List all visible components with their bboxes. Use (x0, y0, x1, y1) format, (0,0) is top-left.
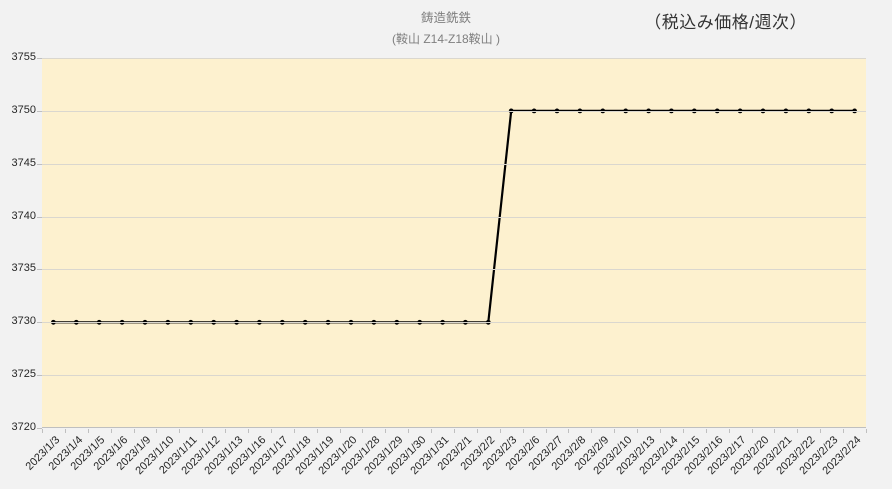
x-axis-tick (774, 429, 775, 433)
x-axis-tick (65, 429, 66, 433)
x-axis-tick (591, 429, 592, 433)
grid-line (42, 217, 866, 218)
x-axis-tick (683, 429, 684, 433)
data-point-marker (577, 108, 583, 114)
y-axis-label: 3735 (11, 262, 36, 274)
x-axis-tick (248, 429, 249, 433)
x-axis-tick (729, 429, 730, 433)
grid-line (42, 58, 866, 59)
data-point-marker (531, 108, 537, 114)
price-type-label: （税込み価格/週次） (644, 13, 807, 32)
grid-line (42, 111, 866, 112)
x-axis-tick (500, 429, 501, 433)
x-axis-tick (42, 429, 43, 433)
x-axis-tick (706, 429, 707, 433)
y-axis-tick (37, 322, 42, 323)
x-axis-tick (202, 429, 203, 433)
x-axis-tick (179, 429, 180, 433)
x-axis-tick (294, 429, 295, 433)
y-axis-tick (37, 375, 42, 376)
x-axis-tick (111, 429, 112, 433)
data-point-marker (760, 108, 766, 114)
x-axis-tick (752, 429, 753, 433)
data-point-marker (783, 108, 789, 114)
y-axis-tick (37, 111, 42, 112)
x-axis-tick (523, 429, 524, 433)
y-axis-tick (37, 58, 42, 59)
x-axis-tick (362, 429, 363, 433)
x-axis-tick (88, 429, 89, 433)
grid-line (42, 164, 866, 165)
y-axis-tick (37, 269, 42, 270)
x-axis-tick (614, 429, 615, 433)
x-axis-tick (660, 429, 661, 433)
x-axis-tick (134, 429, 135, 433)
y-axis-label: 3755 (11, 51, 36, 63)
data-point-marker (508, 108, 514, 114)
data-point-marker (829, 108, 835, 114)
data-point-marker (737, 108, 743, 114)
y-axis-label: 3740 (11, 210, 36, 222)
grid-line (42, 322, 866, 323)
y-axis-tick (37, 164, 42, 165)
x-axis-tick (477, 429, 478, 433)
price-line-series (51, 108, 857, 325)
x-axis-tick (568, 429, 569, 433)
data-point-marker (623, 108, 629, 114)
grid-line (42, 375, 866, 376)
chart-subtitle: (鞍山 Z14-Z18鞍山 ) (391, 32, 500, 46)
x-axis-tick (408, 429, 409, 433)
x-axis-tick (843, 429, 844, 433)
x-axis-tick (797, 429, 798, 433)
y-axis-tick (37, 217, 42, 218)
y-axis-label: 3750 (11, 104, 36, 116)
x-axis-tick (454, 429, 455, 433)
grid-line (42, 269, 866, 270)
x-axis-tick (385, 429, 386, 433)
chart-title: 鋳造銑鉄 (420, 11, 471, 25)
x-axis-tick (820, 429, 821, 433)
y-axis-label: 3720 (11, 421, 36, 433)
x-axis-tick (866, 429, 867, 433)
x-axis-tick (317, 429, 318, 433)
y-axis-label: 3730 (11, 315, 36, 327)
plot-area (42, 58, 866, 428)
x-axis-tick (271, 429, 272, 433)
data-point-marker (600, 108, 606, 114)
data-point-marker (714, 108, 720, 114)
x-axis-tick (156, 429, 157, 433)
data-point-marker (806, 108, 812, 114)
x-axis-tick (225, 429, 226, 433)
x-axis-tick (340, 429, 341, 433)
y-axis-label: 3725 (11, 368, 36, 380)
data-point-marker (554, 108, 560, 114)
y-axis-label: 3745 (11, 157, 36, 169)
data-point-marker (669, 108, 674, 114)
data-point-marker (691, 108, 697, 114)
data-point-marker (646, 108, 651, 114)
data-point-marker (852, 108, 857, 114)
y-axis-tick (37, 428, 42, 429)
x-axis-tick (546, 429, 547, 433)
x-axis-tick (637, 429, 638, 433)
x-axis-tick (431, 429, 432, 433)
